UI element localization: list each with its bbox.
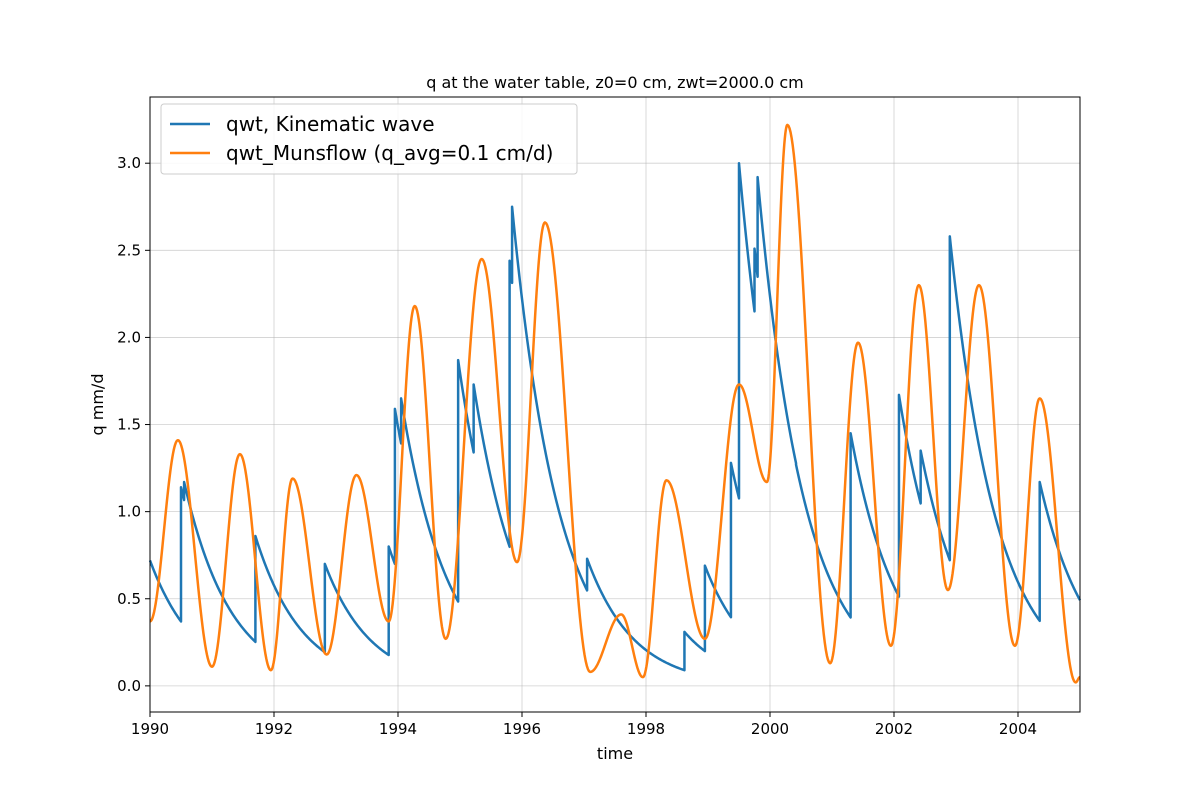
x-tick-label: 2000	[751, 720, 789, 738]
x-axis-label: time	[597, 744, 633, 763]
y-tick-label: 3.0	[117, 154, 141, 172]
x-tick-label: 1994	[379, 720, 417, 738]
x-tick-label: 2004	[999, 720, 1037, 738]
legend-label-munsflow: qwt_Munsflow (q_avg=0.1 cm/d)	[226, 141, 553, 165]
legend-box	[160, 103, 578, 175]
y-tick-label: 1.5	[117, 416, 141, 434]
y-tick-label: 0.0	[117, 677, 141, 695]
x-tick-label: 1990	[131, 720, 169, 738]
y-tick-label: 1.0	[117, 503, 141, 521]
axis-ticks: 1990 1992 1994 1996 1998 2000 2002 2004 0.0 0.5 1.…	[117, 154, 1037, 738]
series-lines	[148, 123, 1082, 684]
grid-lines	[149, 97, 1080, 712]
x-tick-label: 1996	[503, 720, 541, 738]
y-tick-label: 2.0	[117, 328, 141, 346]
y-tick-label: 2.5	[117, 241, 141, 259]
plot-frame	[149, 96, 1081, 713]
legend: qwt, Kinematic wave qwt_Munsflow (q_avg=…	[160, 103, 578, 175]
x-tick-label: 1992	[255, 720, 293, 738]
y-tick-label: 0.5	[117, 590, 141, 608]
x-tick-label: 1998	[627, 720, 665, 738]
chart-title: q at the water table, z0=0 cm, zwt=2000.…	[426, 73, 804, 92]
series-line-kinematic-wave	[148, 161, 1082, 672]
y-axis-label: q mm/d	[88, 374, 107, 436]
x-tick-label: 2002	[875, 720, 913, 738]
legend-label-kinematic: qwt, Kinematic wave	[226, 112, 435, 136]
series-line-munsflow	[149, 123, 1082, 684]
